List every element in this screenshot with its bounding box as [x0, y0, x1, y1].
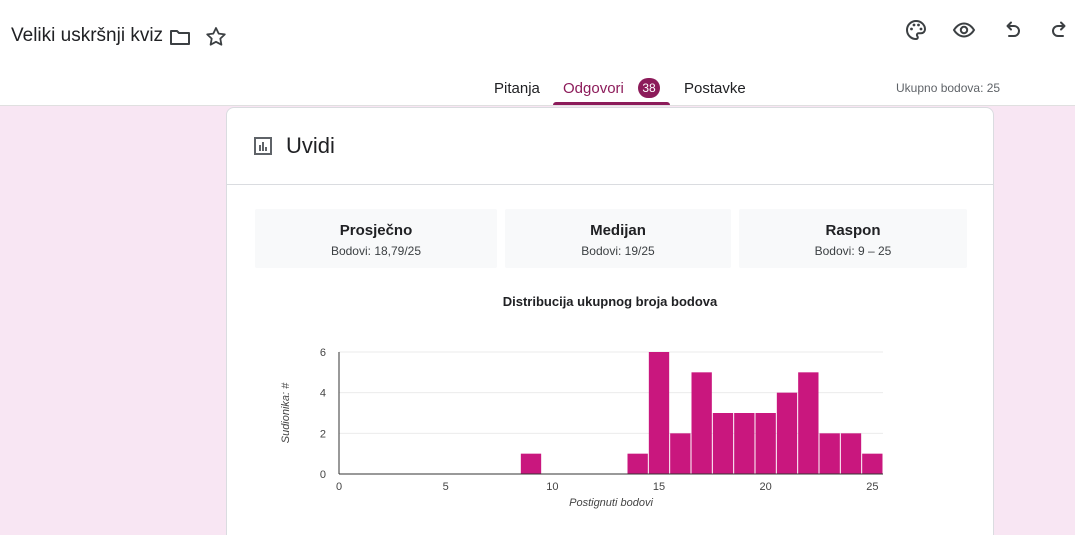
stat-median: Medijan Bodovi: 19/25	[505, 209, 731, 268]
histogram-bar	[734, 413, 755, 474]
histogram-bar	[627, 453, 648, 474]
stat-value: Bodovi: 19/25	[581, 244, 655, 258]
divider	[227, 184, 993, 185]
top-bar: Veliki uskršnji kviz Pitanja Odgovori 38…	[0, 0, 1075, 106]
x-tick-label: 15	[653, 481, 665, 493]
insights-title: Uvidi	[286, 133, 335, 158]
stat-value: Bodovi: 9 – 25	[814, 244, 892, 258]
histogram-bar	[776, 392, 798, 474]
x-axis-label: Postignuti bodovi	[569, 497, 653, 509]
redo-icon[interactable]	[1048, 18, 1072, 42]
star-icon[interactable]	[204, 25, 228, 49]
undo-icon[interactable]	[1000, 18, 1024, 42]
folder-icon[interactable]	[168, 25, 192, 49]
histogram-bar	[520, 453, 542, 474]
x-tick-label: 25	[866, 481, 878, 493]
histogram-bar	[840, 433, 862, 474]
histogram-bar	[648, 352, 670, 474]
y-tick-label: 2	[320, 428, 326, 440]
doc-title[interactable]: Veliki uskršnji kviz	[11, 25, 164, 46]
insights-card: Uvidi Prosječno Bodovi: 18,79/25 Medijan…	[226, 107, 994, 535]
histogram-bar	[670, 433, 691, 474]
stat-value: Bodovi: 18,79/25	[330, 244, 422, 258]
y-tick-label: 0	[320, 469, 326, 481]
y-tick-label: 4	[320, 388, 326, 400]
stat-label: Medijan	[590, 222, 646, 239]
palette-icon[interactable]	[904, 18, 928, 42]
stat-range: Raspon Bodovi: 9 – 25	[739, 209, 967, 268]
x-tick-label: 5	[443, 481, 449, 493]
stat-label: Raspon	[825, 222, 881, 239]
histogram-bar	[691, 372, 712, 474]
x-tick-label: 0	[336, 481, 342, 493]
tab-questions[interactable]: Pitanja	[494, 80, 540, 97]
histogram-bar	[755, 413, 776, 474]
responses-count-badge: 38	[638, 78, 660, 98]
y-axis-label: Sudionika: #	[280, 382, 292, 443]
stat-label: Prosječno	[339, 222, 413, 239]
y-tick-label: 6	[320, 347, 326, 359]
histogram-bar	[819, 433, 840, 474]
x-tick-label: 20	[760, 481, 772, 493]
chart-title: Distribucija ukupnog broja bodova	[502, 294, 718, 309]
chart-icon	[251, 134, 275, 158]
tab-settings[interactable]: Postavke	[684, 80, 746, 97]
histogram-bar	[862, 453, 883, 474]
stat-average: Prosječno Bodovi: 18,79/25	[255, 209, 497, 268]
total-points: Ukupno bodova: 25	[896, 81, 1001, 95]
eye-icon[interactable]	[952, 18, 976, 42]
active-tab-indicator	[553, 102, 670, 105]
histogram-bar	[798, 372, 819, 474]
score-distribution-chart: 0 2 4 6 0 5 10 15 20 25 Postignuti bodovi Sudionika…	[280, 347, 883, 509]
tab-responses[interactable]: Odgovori	[563, 80, 624, 97]
histogram-bar	[712, 413, 734, 474]
x-tick-label: 10	[546, 481, 558, 493]
